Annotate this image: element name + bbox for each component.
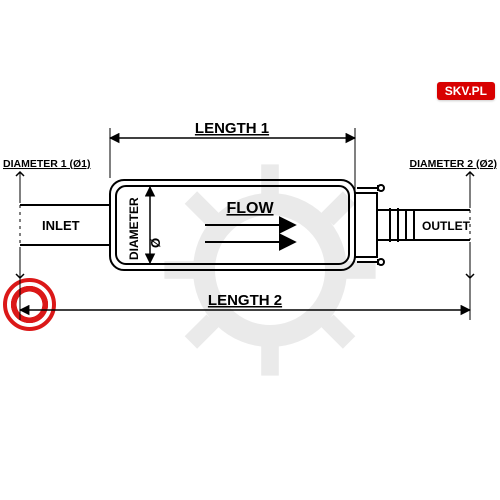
connector-pins — [357, 185, 384, 265]
inlet-label: INLET — [42, 218, 80, 233]
flow-indicator: FLOW — [205, 200, 295, 242]
length1-label: LENGTH 1 — [195, 120, 269, 137]
diameter-symbol: Ø — [148, 238, 163, 248]
dim-diameter2: DIAMETER 2 (Ø2) — [409, 158, 497, 278]
dim-diameter-inner: DIAMETER Ø — [127, 187, 163, 263]
diameter-label: DIAMETER — [127, 197, 141, 260]
pump-diagram: LENGTH 1 LENGTH 2 DIAMETER 1 (Ø1) DIAMET… — [0, 0, 500, 500]
flow-label: FLOW — [226, 200, 274, 217]
dim-length2: LENGTH 2 — [20, 242, 470, 320]
outlet-label: OUTLET — [422, 219, 471, 233]
outlet-collar — [355, 193, 377, 257]
diameter1-label: DIAMETER 1 (Ø1) — [3, 158, 91, 170]
diameter2-label: DIAMETER 2 (Ø2) — [409, 158, 497, 170]
length2-label: LENGTH 2 — [208, 292, 282, 309]
